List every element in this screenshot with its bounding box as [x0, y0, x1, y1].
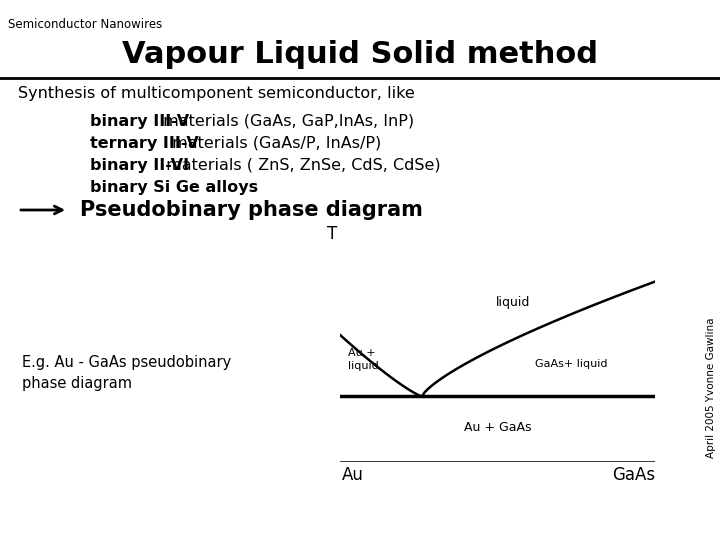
- Text: liquid: liquid: [496, 295, 531, 308]
- Text: E.g. Au - GaAs pseudobinary
phase diagram: E.g. Au - GaAs pseudobinary phase diagra…: [22, 355, 231, 391]
- Text: ternary III-V: ternary III-V: [90, 136, 199, 151]
- Text: Semiconductor Nanowires: Semiconductor Nanowires: [8, 18, 162, 31]
- Text: Synthesis of multicomponent semiconductor, like: Synthesis of multicomponent semiconducto…: [18, 86, 415, 101]
- Text: binary Si Ge alloys: binary Si Ge alloys: [90, 180, 258, 195]
- Text: materials (GaAs/P, InAs/P): materials (GaAs/P, InAs/P): [167, 136, 382, 151]
- Text: Pseudobinary phase diagram: Pseudobinary phase diagram: [80, 200, 423, 220]
- Text: Au +
liquid: Au + liquid: [348, 348, 379, 370]
- Text: T: T: [327, 225, 337, 243]
- Text: GaAs+ liquid: GaAs+ liquid: [535, 359, 608, 369]
- Text: materials (GaAs, GaP,InAs, InP): materials (GaAs, GaP,InAs, InP): [158, 114, 414, 129]
- Text: GaAs: GaAs: [612, 466, 655, 484]
- Text: April 2005 Yvonne Gawlina: April 2005 Yvonne Gawlina: [706, 318, 716, 458]
- Text: Au: Au: [342, 466, 364, 484]
- Text: binary III-V: binary III-V: [90, 114, 189, 129]
- Text: Au + GaAs: Au + GaAs: [464, 421, 531, 434]
- Text: Vapour Liquid Solid method: Vapour Liquid Solid method: [122, 40, 598, 69]
- Text: materials ( ZnS, ZnSe, CdS, CdSe): materials ( ZnS, ZnSe, CdS, CdSe): [161, 158, 441, 173]
- Text: binary II-VI: binary II-VI: [90, 158, 189, 173]
